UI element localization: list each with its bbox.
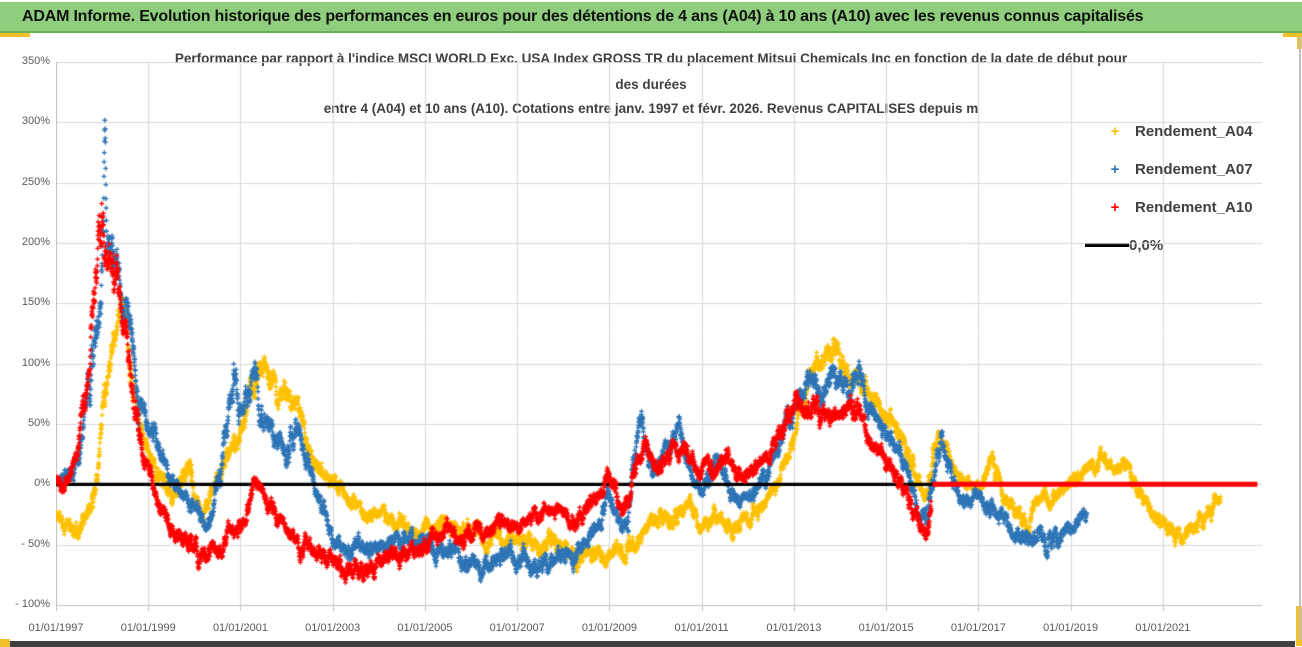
selection-handle-top-right[interactable] [1283, 33, 1302, 37]
x-tick-label: 01/01/2015 [858, 622, 914, 634]
y-tick-label: 300% [21, 115, 50, 128]
header-title: ADAM Informe. Evolution historique des p… [22, 7, 1144, 25]
x-tick-label: 01/01/2011 [674, 622, 729, 634]
y-tick-label: - 100% [15, 598, 50, 610]
y-tick-label: 100% [21, 356, 50, 369]
x-tick-label: 01/01/2013 [766, 622, 822, 634]
x-tick-label: 01/01/2001 [212, 622, 268, 634]
selection-handle-top-left[interactable] [0, 33, 30, 37]
y-tick-label: 250% [21, 175, 50, 188]
x-tick-label: 01/01/2019 [1043, 622, 1099, 634]
plot-area[interactable] [56, 62, 1262, 614]
window-bottom-edge [10, 641, 1295, 647]
y-tick-label: - 50% [21, 537, 50, 550]
y-tick-label: 150% [21, 296, 50, 309]
y-tick-label: 200% [21, 236, 50, 248]
y-tick-label: 350% [21, 55, 50, 67]
x-tick-label: 01/01/2005 [397, 622, 453, 634]
x-tick-label: 01/01/2003 [305, 622, 361, 634]
selection-handle-bottom-left[interactable] [0, 639, 10, 647]
window-right-edge [1299, 37, 1301, 640]
x-tick-label: 01/01/2007 [489, 622, 545, 634]
x-tick-label: 01/01/2021 [1135, 622, 1191, 634]
x-tick-label: 01/01/1997 [28, 622, 84, 634]
x-tick-label: 01/01/2017 [950, 622, 1006, 634]
x-tick-label: 01/01/2009 [581, 622, 637, 634]
x-tick-label: 01/01/1999 [120, 622, 176, 634]
y-tick-label: 0% [34, 477, 50, 490]
header-bar: ADAM Informe. Evolution historique des p… [0, 0, 1302, 33]
y-tick-label: 50% [27, 417, 50, 429]
